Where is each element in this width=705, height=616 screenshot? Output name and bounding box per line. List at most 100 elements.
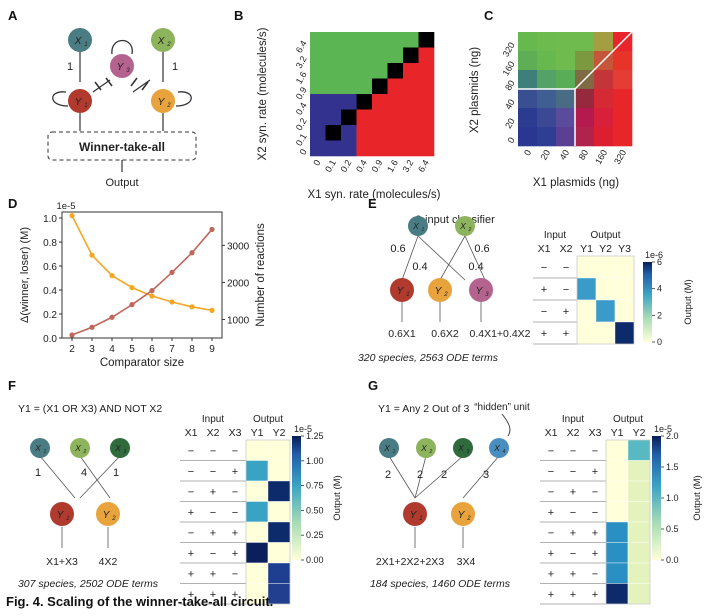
edge-e [401,235,419,281]
g-heat-cell [605,542,629,564]
e-cbar-tick: 6 [657,257,662,267]
e-cell-sign: − [563,262,569,274]
self-loop-y3 [111,39,133,55]
f-heat-cell [245,460,269,482]
b-ylabel: X2 syn. rate (molecules/s) [257,27,269,160]
cell [518,32,538,52]
cell [341,47,357,64]
g-cell-sign: + [548,568,554,580]
cell [613,70,633,90]
d-xtick: 6 [149,344,155,355]
e-weight: 0.6 [474,243,489,255]
f-output-1: X1+X3 [46,556,78,568]
g-node-x3 [453,438,473,458]
data-point [129,302,135,308]
g-input-label: Input [562,414,584,425]
c-divider [574,31,633,90]
edge-g [462,455,500,499]
edge-e [417,235,466,281]
inhibit-bar-1 [94,81,102,91]
g-node-y1 [403,502,427,526]
node-y1 [68,89,92,113]
g-weight: 2 [417,469,423,481]
node-x2-letter: X [157,36,166,47]
e-heat-cell [595,255,616,279]
f-cell-sign: + [210,486,216,498]
data-point [189,250,195,256]
f-cell-sign: + [210,589,216,601]
d-xtick: 4 [109,344,115,355]
f-cbar-tick: 1.25 [306,431,324,441]
f-col-in: X3 [229,427,242,439]
d-ytick: 0.0 [43,334,57,345]
g-node-y2 [451,502,475,526]
e-cbar-tick: 0 [657,337,662,347]
f-colorbar [292,436,301,560]
f-input-label: Input [202,414,224,425]
cell [537,32,557,52]
cell [556,70,576,90]
cell [341,125,357,141]
g-node-y1-sub: 1 [419,516,422,522]
e-node-y3-letter: Y [476,286,484,297]
f-cbar-tick: 0.00 [306,555,324,565]
data-point [69,332,75,338]
f-output-label: Output [253,414,283,425]
f-cell-sign: + [232,589,238,601]
e-heat-cell [595,277,616,301]
f-cell-sign: − [188,466,194,478]
cell [356,109,373,126]
e-col-out: Y2 [599,243,612,255]
wta-box-label: Winner-take-all [79,140,165,154]
tick-b-y: 0.2 [294,116,309,132]
g-col-out: Y1 [611,427,624,439]
d-frame [61,211,223,339]
f-cbar-tick: 1.00 [306,456,324,466]
tick-c-x: 0 [522,148,533,157]
tick-c-x: 80 [577,148,591,162]
g-cell-sign: + [548,548,554,560]
cell [372,94,388,110]
self-loop-y2 [175,91,192,107]
node-y3-sub: 3 [126,68,130,74]
g-node-x3-letter: X [457,443,464,453]
cell [372,109,388,126]
e-cell-sign: − [541,262,547,274]
data-point [149,287,155,294]
tick-b-x: 0 [311,158,322,167]
tick-b-x: 0.9 [370,158,385,174]
panel-label-D: D [8,196,17,211]
tick-b-x: 3.2 [401,158,416,174]
g-node-x2-letter: X [420,443,427,453]
cell [325,94,342,110]
e-heat-cell [576,277,597,301]
inhibit-bar-4 [130,77,138,87]
tick-b-y: 1.6 [294,70,309,86]
node-x2-sub: 2 [166,42,171,48]
g-title: Y1 = Any 2 Out of 3 [378,403,470,415]
cell [310,125,326,141]
node-x1-sub: 1 [84,42,87,48]
cell [556,127,576,147]
f-heat-cell [245,501,269,523]
cell [518,51,538,71]
e-heat-cell [614,321,635,345]
cell [387,47,404,64]
edge-f [39,455,76,499]
e-node-x1 [408,216,428,236]
f-heat-cell [267,460,291,482]
series-line-1 [71,228,213,336]
cell [613,127,633,147]
e-node-x2-sub: 2 [468,227,472,233]
heatmap-b [310,32,435,157]
tick-c-y: 160 [501,60,517,78]
data-point [169,299,175,305]
self-loop-y1 [52,91,69,107]
tick-b-x: 0.4 [354,158,369,174]
g-cell-sign: − [570,445,576,457]
f-heat-frame [245,439,291,605]
g-node-x1 [379,438,399,458]
f-cell-sign: + [232,527,238,539]
cell [613,89,633,109]
cell [372,32,388,48]
